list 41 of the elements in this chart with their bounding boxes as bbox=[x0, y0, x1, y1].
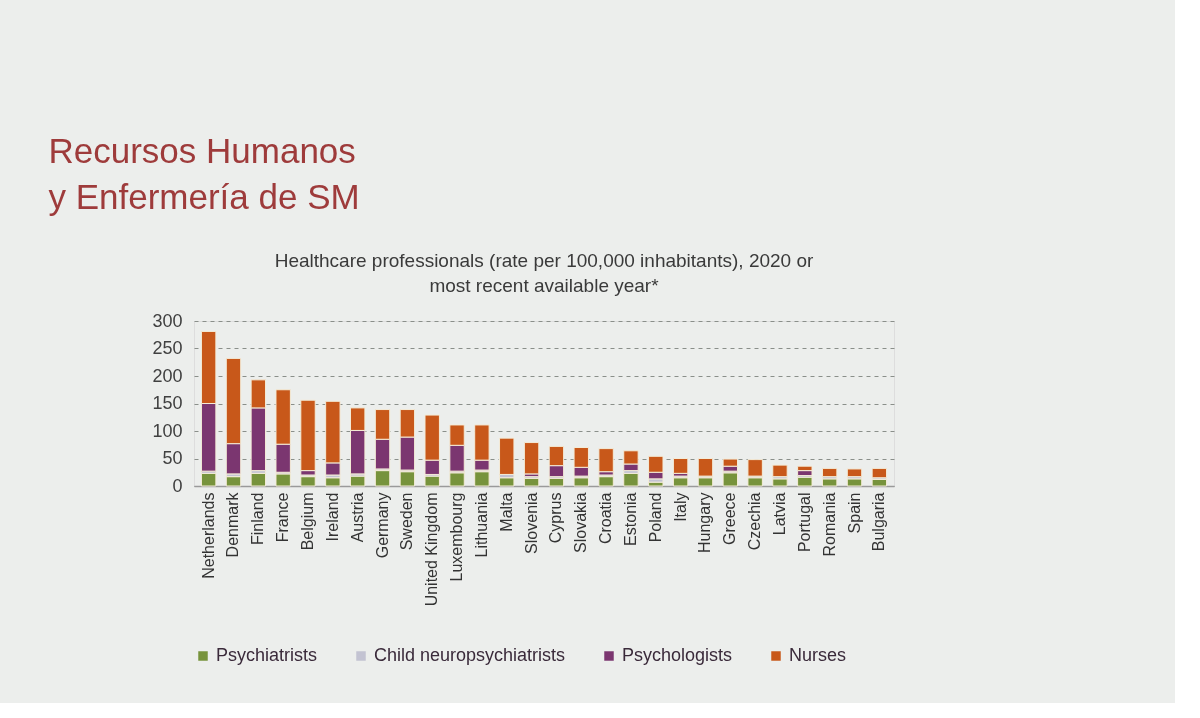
x-tick-label: Belgium bbox=[299, 492, 317, 551]
x-tick-label: United Kingdom bbox=[423, 492, 441, 607]
x-tick-label: Netherlands bbox=[199, 492, 217, 579]
x-tick-label: Hungary bbox=[696, 492, 714, 553]
x-tick-label: Ireland bbox=[323, 492, 341, 542]
legend-label: Psychiatrists bbox=[216, 645, 318, 665]
x-tick-label: Luxembourg bbox=[448, 492, 466, 582]
x-tick-label: Malta bbox=[497, 492, 515, 532]
x-tick-label: Italy bbox=[671, 492, 689, 522]
y-tick-label: 100 bbox=[152, 420, 183, 441]
x-tick-label: Estonia bbox=[621, 492, 639, 546]
y-tick-label: 0 bbox=[172, 475, 183, 496]
x-tick-label: Bulgaria bbox=[870, 492, 888, 552]
x-tick-label: Czechia bbox=[746, 492, 764, 551]
legend-label: Psychologists bbox=[622, 645, 733, 665]
x-tick-label: Sweden bbox=[398, 492, 416, 551]
x-tick-label: Latvia bbox=[770, 492, 788, 536]
x-tick-label: Greece bbox=[721, 492, 739, 545]
x-tick-label: Germany bbox=[373, 492, 391, 559]
chart-subtitle: Healthcare professionals (rate per 100,000 inhabitants), 2020 or most recent available year* bbox=[274, 250, 814, 296]
y-tick-label: 150 bbox=[152, 393, 183, 413]
x-tick-label: Slovakia bbox=[572, 492, 590, 553]
x-tick-label: Austria bbox=[348, 492, 366, 543]
x-tick-label: Poland bbox=[646, 492, 664, 543]
legend-label: Nurses bbox=[789, 645, 847, 665]
x-tick-label: Finland bbox=[249, 492, 267, 545]
x-tick-label: Spain bbox=[845, 492, 863, 534]
x-tick-label: Lithuania bbox=[472, 492, 490, 558]
x-tick-label: Croatia bbox=[597, 492, 615, 545]
x-tick-label: Denmark bbox=[224, 491, 242, 558]
x-tick-label: Slovenia bbox=[522, 492, 540, 554]
x-tick-label: Romania bbox=[820, 492, 838, 557]
x-tick-label: France bbox=[274, 492, 292, 543]
y-tick-label: 200 bbox=[152, 365, 183, 386]
y-tick-label: 250 bbox=[152, 338, 183, 358]
y-tick-label: 50 bbox=[162, 448, 183, 468]
x-tick-label: Portugal bbox=[795, 492, 813, 553]
y-tick-label: 300 bbox=[152, 310, 183, 331]
legend-label: Child neuropsychiatrists bbox=[374, 645, 566, 665]
x-tick-label: Cyprus bbox=[547, 492, 565, 544]
chart-title: Recursos Humanos y Enfermería de SM bbox=[48, 130, 360, 216]
